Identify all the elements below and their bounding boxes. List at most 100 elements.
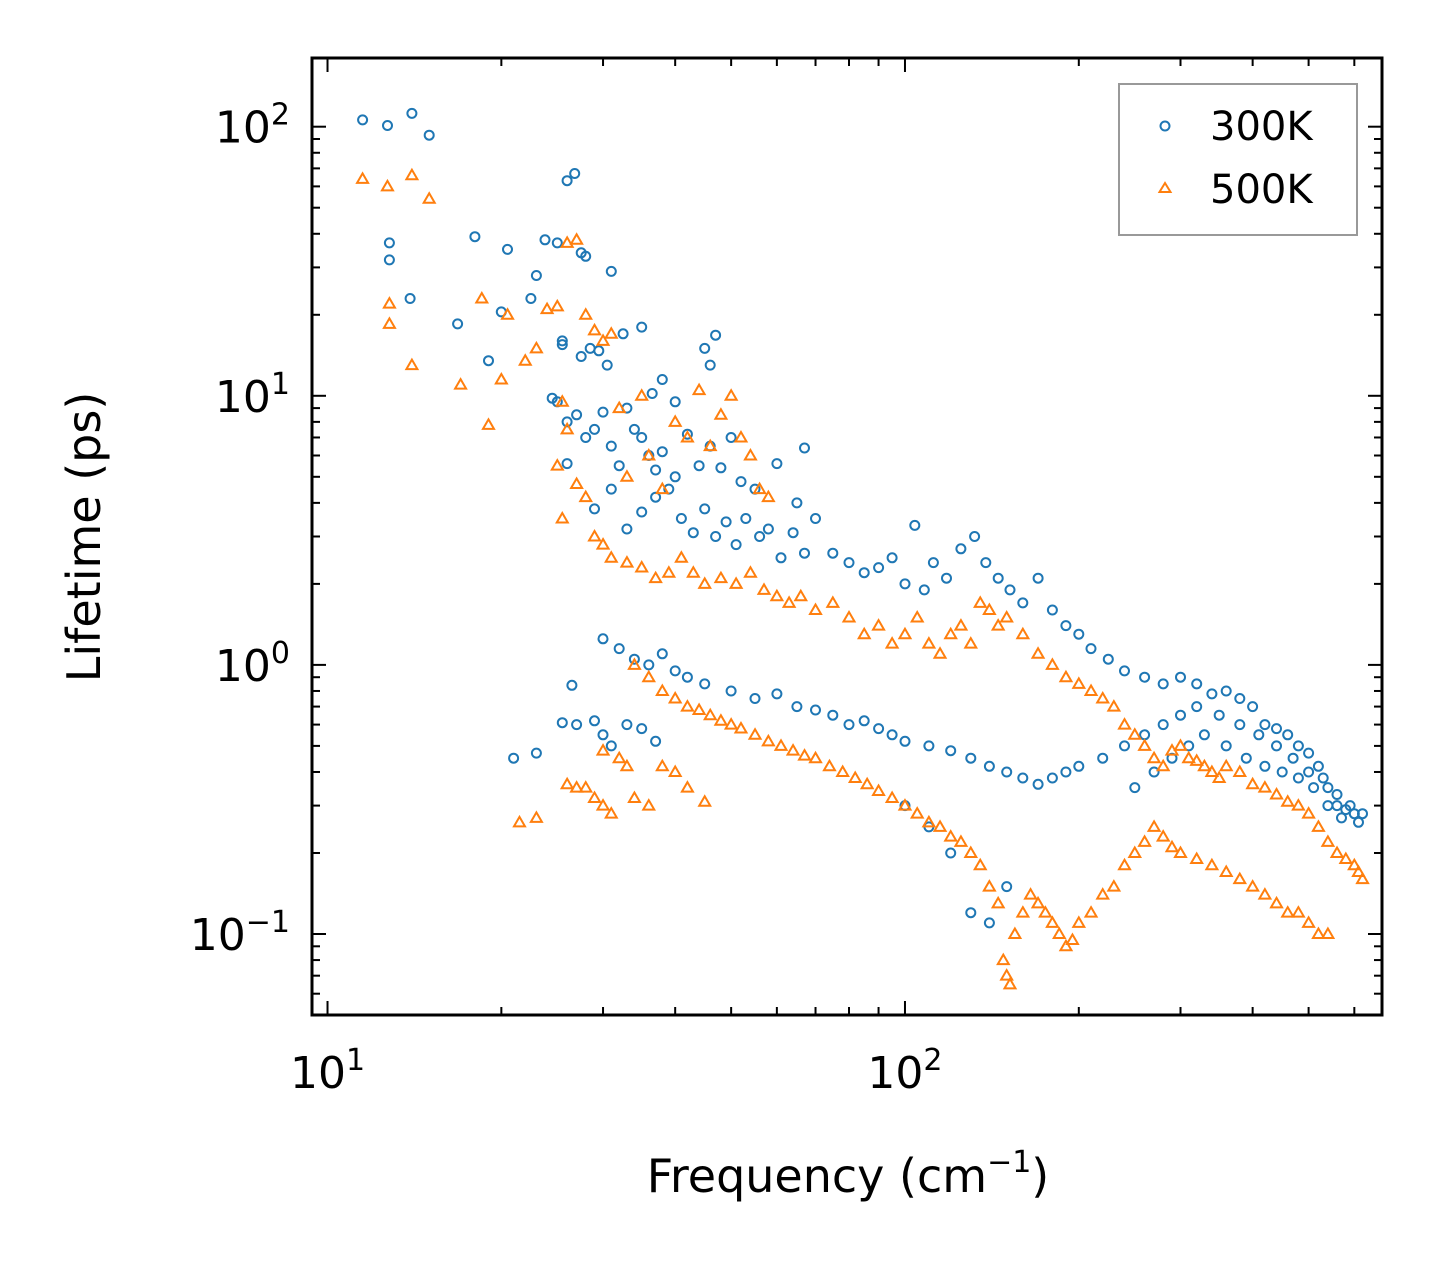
point-500k-44	[595, 537, 611, 550]
point-300k-19	[483, 355, 494, 367]
point-500k-53	[713, 570, 729, 584]
point-300k-85	[886, 552, 898, 564]
point-500k-12	[518, 353, 533, 366]
point-500k-145	[999, 968, 1014, 981]
point-500k-77	[1015, 626, 1031, 640]
point-300k-7	[469, 231, 481, 243]
point-300k-56	[735, 476, 747, 488]
x-tick-label-exponent: 2	[923, 1043, 942, 1078]
point-500k-106	[1320, 834, 1336, 847]
point-300k-197	[1336, 812, 1347, 824]
scatter-points	[355, 107, 1370, 990]
point-300k-65	[636, 506, 648, 518]
point-500k-6	[404, 357, 420, 371]
y-tick-label-base: 10	[215, 103, 271, 154]
point-300k-43	[613, 460, 625, 472]
point-500k-15	[550, 298, 565, 312]
y-tick-label-base: 10	[215, 641, 271, 692]
point-300k-181	[1001, 881, 1013, 893]
point-500k-125	[785, 743, 801, 756]
point-300k-95	[1004, 584, 1016, 596]
point-500k-168	[1204, 857, 1220, 871]
point-500k-176	[1301, 915, 1316, 928]
point-300k-49	[656, 446, 668, 458]
point-300k-86	[899, 578, 911, 590]
legend-marker-300k	[1159, 120, 1171, 132]
point-300k-88	[918, 584, 930, 596]
point-500k-36	[733, 429, 749, 443]
point-500k-32	[691, 382, 707, 396]
series-500k	[355, 167, 1370, 990]
point-500k-139	[953, 834, 969, 847]
point-500k-154	[1058, 938, 1074, 952]
y-axis-title: Lifetime (ps)	[57, 392, 111, 683]
point-500k-180	[611, 750, 627, 764]
point-300k-42	[605, 440, 617, 452]
point-500k-89	[1155, 758, 1171, 772]
point-500k-13	[529, 340, 544, 354]
point-500k-73	[973, 595, 988, 608]
point-500k-173	[1269, 895, 1284, 909]
point-500k-58	[781, 595, 797, 608]
point-300k-164	[1119, 740, 1130, 752]
axis-ticks	[312, 58, 1382, 1016]
point-300k-179	[965, 907, 977, 919]
point-300k-75	[754, 531, 766, 542]
point-300k-6	[404, 293, 416, 304]
point-500k-30	[667, 414, 683, 427]
point-500k-78	[1030, 646, 1046, 659]
point-500k-189	[667, 764, 683, 777]
point-300k-144	[771, 688, 783, 700]
point-300k-123	[597, 633, 609, 645]
point-500k-135	[909, 806, 925, 819]
point-300k-116	[1303, 747, 1315, 759]
point-300k-83	[858, 567, 870, 579]
point-500k-8	[474, 290, 490, 304]
point-300k-151	[886, 729, 898, 741]
point-300k-182	[945, 847, 957, 859]
y-tick-label-exponent: −1	[246, 905, 290, 940]
x-axis-title: Frequency (cm−1)	[647, 1145, 1050, 1203]
point-300k-39	[580, 432, 592, 443]
point-500k-97	[1218, 758, 1234, 772]
point-300k-192	[1259, 760, 1271, 772]
point-300k-155	[965, 752, 977, 764]
point-300k-34	[704, 359, 716, 371]
x-tick-label-exponent: 1	[346, 1043, 365, 1078]
point-500k-170	[1232, 871, 1248, 885]
y-tick-label-exponent: 1	[271, 367, 290, 402]
point-500k-23	[595, 333, 611, 346]
point-300k-114	[1282, 729, 1294, 741]
point-300k-131	[589, 715, 600, 727]
point-500k-59	[793, 588, 809, 602]
point-500k-27	[634, 388, 649, 401]
point-500k-172	[1257, 887, 1273, 900]
point-500k-60	[808, 602, 823, 615]
point-300k-62	[589, 503, 600, 515]
point-500k-2	[404, 167, 420, 181]
point-500k-175	[1291, 905, 1306, 918]
point-300k-101	[1085, 643, 1097, 655]
point-300k-3	[423, 129, 435, 141]
point-500k-42	[578, 489, 593, 503]
point-500k-148	[1015, 905, 1031, 918]
point-500k-85	[1117, 717, 1132, 730]
point-300k-136	[650, 735, 662, 747]
point-500k-19	[559, 235, 575, 248]
point-300k-32	[699, 342, 711, 354]
point-300k-142	[725, 685, 737, 697]
point-500k-146	[1002, 976, 1018, 990]
point-500k-195	[569, 780, 584, 793]
point-300k-153	[923, 740, 935, 752]
point-500k-24	[604, 326, 619, 339]
point-500k-160	[1117, 857, 1132, 871]
point-500k-93	[1189, 753, 1204, 766]
point-300k-147	[827, 709, 839, 721]
point-300k-59	[791, 497, 803, 509]
point-300k-58	[771, 458, 783, 470]
point-500k-66	[897, 626, 913, 640]
point-300k-69	[687, 527, 699, 539]
point-300k-84	[873, 562, 885, 574]
point-500k-100	[1257, 780, 1273, 793]
y-tick-label-base: 10	[215, 372, 271, 423]
